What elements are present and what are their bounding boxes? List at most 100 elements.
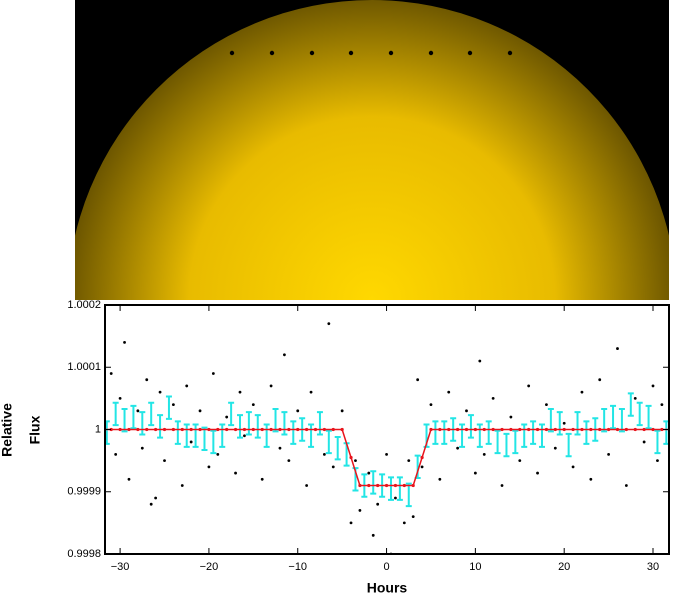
error-bar	[334, 435, 341, 461]
error-bar	[210, 429, 217, 455]
data-point	[420, 465, 424, 469]
data-point	[140, 446, 144, 450]
error-bar	[237, 414, 244, 439]
data-point	[633, 396, 637, 400]
data-point	[149, 502, 153, 506]
model-point	[411, 483, 415, 488]
model-point	[420, 455, 424, 460]
error-bar	[254, 414, 261, 439]
model-point	[118, 427, 122, 432]
error-bar	[387, 476, 394, 501]
data-point	[296, 409, 300, 413]
data-point	[545, 403, 548, 406]
model-point	[589, 427, 593, 432]
data-point	[616, 347, 619, 350]
model-point	[464, 427, 469, 432]
data-point	[251, 403, 255, 406]
data-point	[283, 353, 286, 357]
data-point	[243, 434, 246, 438]
x-tick-label: −10	[288, 561, 307, 573]
model-point	[544, 427, 549, 432]
data-point	[438, 477, 442, 481]
data-point	[331, 465, 335, 469]
model-point	[553, 427, 557, 432]
error-bar	[530, 420, 537, 445]
data-point	[562, 421, 566, 425]
model-point	[216, 427, 220, 432]
model-point	[349, 455, 353, 460]
error-bar	[139, 411, 146, 436]
data-point	[225, 415, 229, 419]
data-point	[198, 409, 202, 413]
error-bar	[618, 407, 625, 433]
error-bar	[494, 429, 501, 455]
error-bar	[316, 411, 323, 436]
model-point	[376, 483, 380, 488]
data-point	[518, 459, 522, 463]
data-point	[278, 446, 282, 450]
data-point	[136, 409, 140, 413]
error-bar	[130, 404, 137, 430]
data-point	[589, 477, 593, 481]
error-bar	[538, 423, 545, 448]
model-point	[491, 427, 495, 432]
x-tick-label: 10	[469, 561, 481, 573]
data-point	[500, 484, 504, 487]
plot-area	[101, 322, 669, 554]
error-bar	[174, 420, 181, 445]
data-point	[354, 459, 357, 463]
data-point	[402, 521, 406, 525]
model-point	[500, 427, 504, 432]
y-tick-label: 1.0001	[67, 361, 101, 373]
model-point	[438, 427, 442, 432]
star-panel	[75, 0, 669, 300]
model-point	[331, 427, 335, 432]
error-bar	[157, 414, 164, 439]
error-bar	[583, 420, 590, 445]
data-point	[580, 390, 584, 394]
model-point	[651, 427, 655, 432]
y-tick-label: 1	[95, 423, 101, 435]
data-point	[571, 465, 575, 469]
error-bar	[183, 423, 190, 448]
error-bar	[281, 411, 288, 436]
error-bar	[467, 414, 474, 439]
model-point	[233, 427, 238, 432]
error-bar	[112, 401, 119, 427]
model-point	[260, 427, 264, 432]
error-bar	[370, 470, 377, 495]
data-point	[163, 459, 166, 463]
data-point	[180, 484, 184, 487]
data-point	[385, 453, 388, 456]
y-tick-label: 0.9999	[67, 486, 101, 498]
model-point	[473, 427, 477, 432]
data-point	[656, 459, 659, 463]
model-point	[571, 427, 575, 432]
data-point	[114, 453, 118, 456]
error-bar	[228, 401, 235, 427]
model-point	[180, 427, 184, 432]
data-point	[624, 484, 628, 487]
data-point	[118, 396, 122, 400]
data-point	[358, 509, 362, 512]
error-bar	[476, 423, 483, 448]
model-point	[136, 427, 140, 432]
data-point	[238, 390, 242, 394]
model-point	[189, 427, 193, 432]
model-point	[322, 427, 326, 432]
model-point	[287, 427, 291, 432]
data-point	[309, 390, 313, 394]
error-bar	[627, 392, 634, 417]
data-point	[154, 496, 158, 500]
model-point	[509, 427, 513, 432]
model-point	[101, 428, 104, 431]
error-bar	[503, 432, 510, 458]
error-bar	[432, 420, 439, 445]
star	[75, 0, 669, 300]
data-point	[340, 409, 344, 413]
data-point	[189, 440, 193, 444]
model-point	[527, 427, 531, 432]
model-point	[518, 427, 522, 432]
x-tick-label: 0	[383, 561, 389, 573]
model-point	[615, 427, 620, 432]
